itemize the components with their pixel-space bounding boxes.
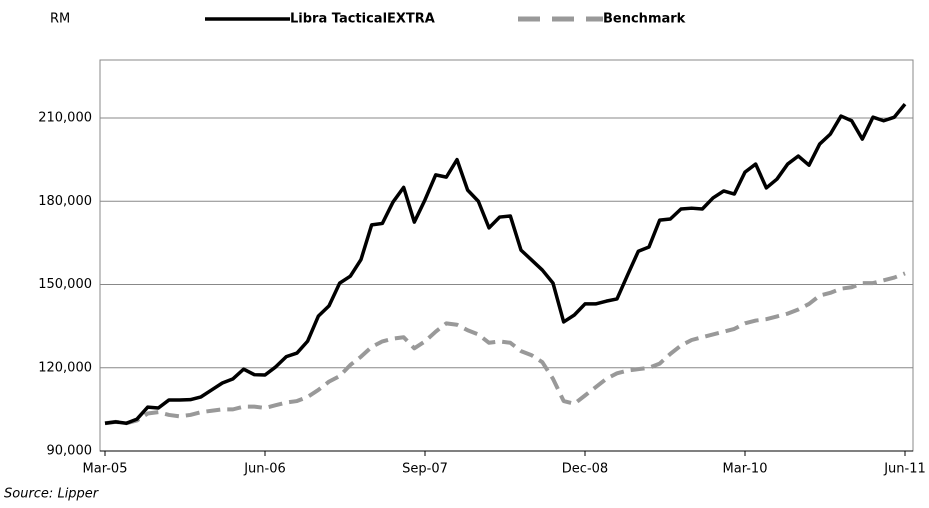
y-tick-label: 180,000 <box>38 194 92 209</box>
y-tick-label: 210,000 <box>38 111 92 126</box>
y-tick-label: 90,000 <box>47 444 93 459</box>
x-tick-label: Jun-06 <box>243 462 286 477</box>
x-tick-label: Mar-10 <box>723 462 768 477</box>
x-tick-label: Jun-11 <box>883 462 926 477</box>
y-axis-label: RM <box>50 12 70 27</box>
legend-label: Benchmark <box>603 12 686 27</box>
x-tick-label: Dec-08 <box>562 462 608 477</box>
series-line <box>104 271 906 426</box>
x-tick-label: Sep-07 <box>402 462 448 477</box>
legend-label: Libra TacticalEXTRA <box>290 12 435 27</box>
x-tick-label: Mar-05 <box>83 462 128 477</box>
series-line <box>104 103 907 425</box>
plot-area <box>99 59 914 452</box>
y-tick-label: 150,000 <box>38 277 92 292</box>
y-tick-label: 120,000 <box>38 360 92 375</box>
source-note: Source: Lipper <box>4 487 100 502</box>
